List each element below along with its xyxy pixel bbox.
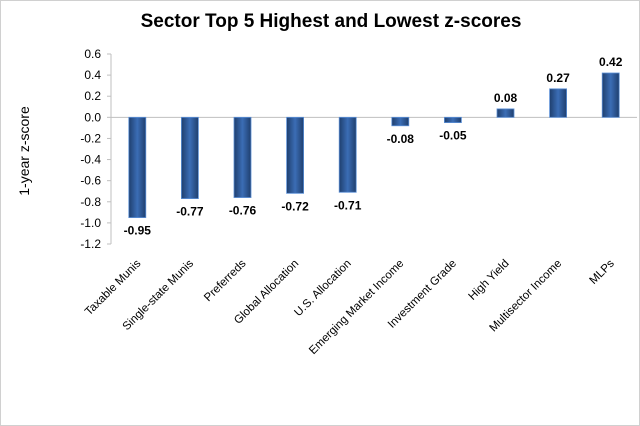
data-label: -0.08 [387,132,415,146]
bar [443,116,462,124]
x-tick-label: MLPs [588,257,617,286]
bar [180,116,199,200]
bar [338,116,357,193]
axes: 0.6 0.4 0.2 0.0 -0.2 -0.4 -0.6 -0.8 -1.0 -1.2 [80,47,637,251]
data-label: 0.27 [546,71,570,85]
y-tick-label: -0.2 [80,131,101,145]
data-label: -0.71 [334,198,362,212]
data-label: -0.72 [281,199,309,213]
data-label: -0.05 [439,129,467,143]
bar [496,108,515,118]
data-label: 0.08 [494,91,518,105]
bar [233,116,252,198]
x-tick-label: Taxable Munis [83,257,144,318]
bar [286,116,305,194]
x-tick-label: Emerging Market Income [307,258,406,357]
x-tick-label: Preferreds [202,257,249,304]
y-tick-label: 0.4 [84,68,101,82]
y-tick-label: -1.2 [80,237,101,251]
y-tick-label: -0.8 [80,195,101,209]
bars [128,72,620,219]
bar [391,116,410,127]
chart-title: Sector Top 5 Highest and Lowest z-scores [141,11,522,32]
y-tick-label: -1.0 [80,216,101,230]
data-label: -0.77 [176,205,204,219]
bar [601,72,620,118]
y-tick-label: 0.2 [84,89,101,103]
bar [128,116,147,219]
data-label: -0.76 [229,204,257,218]
bar [549,88,567,118]
data-label: 0.42 [599,55,623,69]
y-axis-label: 1-year z-score [16,106,32,196]
y-tick-label: -0.4 [80,153,101,167]
y-tick-label: 0.6 [84,47,101,61]
y-tick-label: -0.6 [80,174,101,188]
x-tick-label: High Yield [467,258,512,303]
data-label: -0.95 [124,224,152,238]
y-tick-label: 0.0 [84,110,101,124]
